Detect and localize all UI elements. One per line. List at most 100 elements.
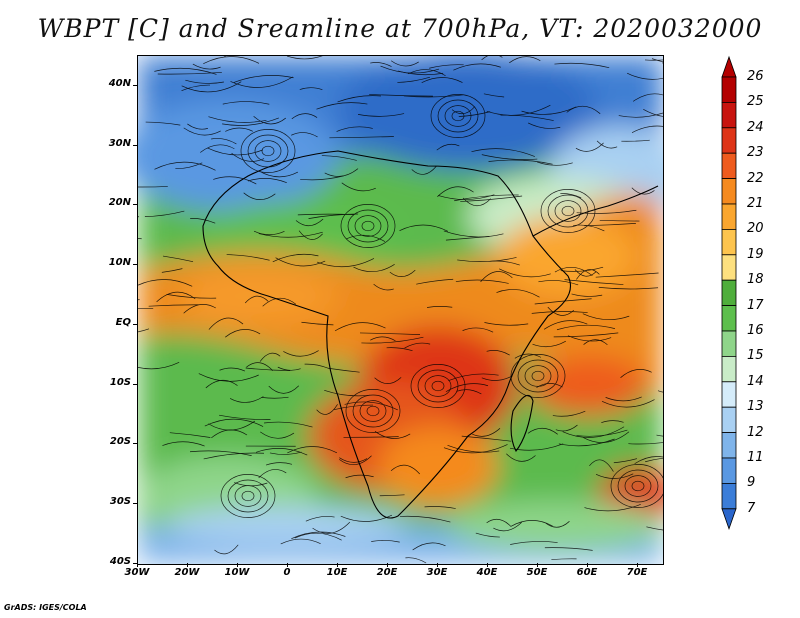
lat-tick-label: 40N	[108, 77, 131, 89]
streamline	[183, 127, 221, 136]
streamline	[493, 522, 522, 532]
lon-tick-label: 20W	[174, 567, 200, 578]
streamline-vortex	[345, 389, 401, 433]
streamline	[233, 75, 294, 83]
colorbar-level-label: 11	[747, 450, 764, 465]
streamline	[475, 532, 500, 538]
lon-tick-label: 50E	[526, 567, 548, 578]
streamline	[162, 255, 194, 263]
streamline	[584, 223, 636, 227]
streamline-vortex	[517, 359, 559, 393]
streamline	[462, 197, 491, 207]
streamline	[506, 453, 536, 462]
streamline-vortex	[234, 485, 262, 507]
streamline	[371, 540, 400, 543]
streamline	[458, 111, 491, 117]
streamline	[169, 432, 211, 438]
streamline-vortex	[524, 365, 552, 387]
streamline	[448, 373, 499, 382]
streamline	[321, 155, 357, 161]
lat-tick-label: 10S	[109, 376, 131, 388]
streamline	[138, 362, 180, 370]
streamline-vortex	[254, 140, 282, 162]
streamline	[203, 56, 260, 65]
streamline-vortex	[451, 110, 465, 122]
streamline	[499, 268, 551, 278]
streamline	[438, 194, 495, 200]
streamline	[443, 444, 508, 454]
streamline	[299, 87, 323, 90]
lon-tick-label: 30E	[426, 567, 448, 578]
streamline	[230, 76, 293, 88]
streamline	[259, 352, 281, 362]
streamline	[657, 390, 663, 393]
streamline	[308, 213, 359, 219]
streamline	[272, 253, 319, 263]
streamline	[552, 410, 586, 417]
streamline	[443, 230, 504, 238]
lat-tick-label: 40S	[109, 556, 131, 567]
streamline	[543, 320, 588, 330]
lon-tick-label: 40E	[476, 567, 498, 578]
streamline	[481, 154, 538, 160]
streamline	[316, 258, 375, 268]
streamline	[247, 178, 287, 184]
wbpt-streamline-map	[138, 56, 663, 564]
streamline	[373, 283, 394, 291]
streamline	[554, 267, 593, 277]
streamline	[532, 340, 566, 348]
colorbar-swatch	[721, 203, 737, 230]
streamline	[584, 504, 641, 512]
streamline	[369, 93, 433, 97]
streamline	[567, 335, 612, 342]
colorbar-swatch	[721, 457, 737, 484]
streamline-vortex	[437, 99, 479, 133]
streamline-vortex	[617, 469, 659, 503]
streamline	[551, 558, 577, 560]
streamline	[287, 446, 338, 454]
colorbar-swatch	[721, 482, 737, 510]
streamline	[222, 101, 270, 105]
streamline	[436, 143, 460, 151]
streamline	[566, 105, 601, 114]
streamline-vortex	[531, 370, 545, 382]
streamline	[537, 161, 573, 166]
colorbar-level-label: 9	[747, 475, 756, 491]
streamline-vortex	[540, 189, 596, 233]
streamline	[361, 336, 424, 344]
map-panel	[137, 55, 664, 565]
streamline	[225, 329, 261, 338]
colorbar-level-label: 13	[747, 399, 764, 415]
streamline	[203, 452, 265, 460]
colorbar-level-label: 14	[747, 373, 764, 389]
streamline-vortex	[366, 405, 380, 417]
streamline	[510, 541, 558, 545]
streamline	[245, 367, 291, 372]
streamline	[601, 399, 655, 408]
streamline	[399, 515, 451, 523]
streamline	[583, 431, 630, 443]
streamline	[534, 298, 592, 305]
streamline	[157, 72, 222, 75]
streamline	[632, 93, 663, 102]
lat-tick-label: 10N	[108, 257, 131, 269]
streamline	[644, 59, 663, 61]
streamline	[404, 342, 431, 349]
colorbar-level-label: 20	[747, 221, 764, 237]
streamline	[461, 435, 512, 442]
streamline	[379, 494, 405, 497]
streamline-vortex	[261, 145, 275, 157]
streamline	[359, 332, 421, 335]
streamline	[397, 76, 431, 83]
streamline	[341, 182, 376, 192]
colorbar-swatch	[721, 228, 737, 256]
streamline	[589, 459, 614, 472]
streamline	[154, 161, 216, 171]
streamline	[161, 268, 183, 273]
streamline	[263, 421, 313, 428]
streamline-vortex	[631, 480, 645, 492]
streamline	[437, 186, 474, 197]
streamline	[481, 375, 513, 381]
streamline	[575, 142, 604, 152]
streamline	[204, 418, 264, 427]
